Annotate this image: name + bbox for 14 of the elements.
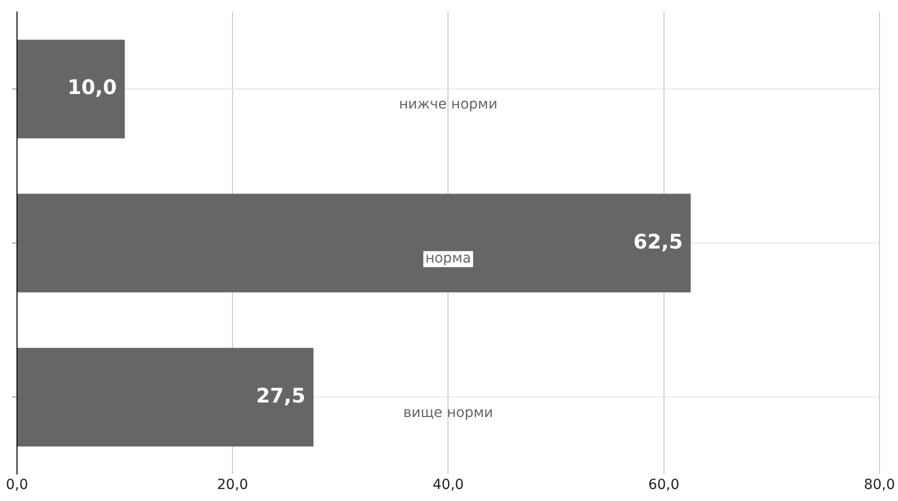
x-tick-label: 80,0 <box>864 477 895 494</box>
data-label: 10,0 <box>67 75 117 100</box>
y-tick-label: нижче норми <box>398 96 498 113</box>
x-tick-label: 0,0 <box>6 477 28 494</box>
bar <box>18 194 691 292</box>
y-tick-label: норма <box>425 250 472 267</box>
bar <box>18 40 125 138</box>
x-tick-label: 40,0 <box>432 477 464 494</box>
bar <box>18 348 314 446</box>
x-tick-label: 20,0 <box>217 477 248 494</box>
x-tick-label: 60,0 <box>648 477 680 494</box>
data-label: 27,5 <box>256 383 306 408</box>
y-tick-label: вище норми <box>403 404 494 421</box>
data-label: 62,5 <box>633 229 683 254</box>
